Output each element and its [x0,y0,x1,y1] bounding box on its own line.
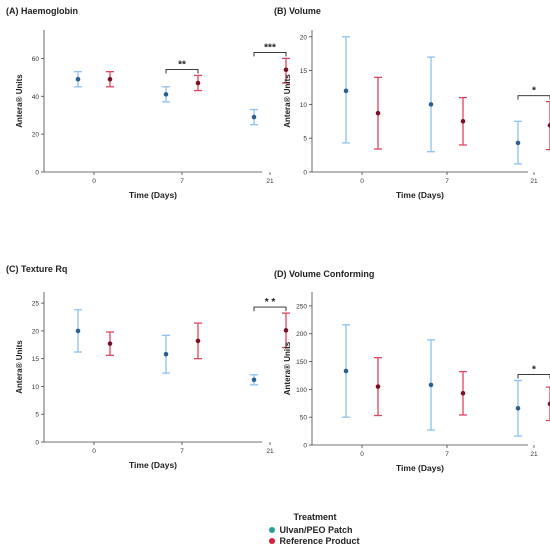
y-tick-label: 10 [32,384,40,391]
legend-swatch-reference [268,537,275,544]
y-tick-label: 5 [303,136,307,143]
y-tick-label: 20 [300,34,308,41]
legend-item-ulvan: Ulvan/PEO Patch [0,524,550,535]
significance-label: * [532,364,536,375]
y-tick-label: 0 [35,440,39,447]
mean-point [343,88,349,94]
y-tick-label: 50 [300,415,308,422]
y-tick-label: 15 [300,68,308,75]
mean-point [195,80,201,86]
y-axis-label: Antera® Units [15,74,24,128]
y-tick-label: 0 [303,443,307,450]
x-axis-label: Time (Days) [396,463,444,473]
chart-title: (A) Haemoglobin [6,6,78,16]
significance-bracket [517,95,550,100]
mean-point [163,351,169,357]
mean-point [375,110,381,116]
mean-point [547,123,550,128]
y-tick-label: 10 [300,102,308,109]
x-tick-label: 21 [530,178,538,185]
chart-title: (B) Volume [274,6,321,16]
significance-label: * [532,86,536,97]
mean-point [547,401,550,407]
mean-point [251,114,257,120]
legend: Treatment Ulvan/PEO Patch Reference Prod… [0,512,550,546]
mean-point [163,92,169,97]
mean-point [375,384,381,389]
y-axis-label: Antera® Units [15,340,24,394]
legend-label-ulvan: Ulvan/PEO Patch [279,524,353,535]
y-tick-label: 5 [35,412,39,419]
chart-panel-2: (C) Texture Rq 0 5 10 15 20 25 Antera® Units 0 7 2… [6,264,290,470]
x-tick-label: 7 [445,178,449,185]
mean-point [75,76,81,82]
x-tick-label: 21 [266,178,274,185]
y-tick-label: 60 [32,56,40,63]
mean-point [283,67,289,73]
mean-point [460,390,466,396]
x-tick-label: 21 [266,448,274,455]
legend-swatch-ulvan [268,526,275,533]
chart-title: (D) Volume Conforming [274,269,374,279]
y-tick-label: 25 [32,301,40,308]
x-axis-label: Time (Days) [129,190,177,200]
chart-panel-0: (A) Haemoglobin 0 20 40 60 Antera® Units 0 7 21 T… [6,6,290,200]
significance-bracket [165,68,199,74]
significance-bracket [253,51,287,57]
x-tick-label: 7 [445,451,449,458]
x-tick-label: 7 [180,448,184,455]
x-tick-label: 7 [180,178,184,185]
mean-point [195,338,201,344]
mean-point [343,368,349,374]
x-tick-label: 0 [360,178,364,185]
significance-bracket [253,306,287,312]
mean-point [251,377,257,383]
chart-panel-1: (B) Volume 0 5 10 15 20 Antera® Units 0 7 21 Time … [274,6,550,200]
mean-point [107,341,113,346]
y-tick-label: 250 [296,303,307,310]
mean-point [515,405,521,411]
y-axis-label: Antera® Units [283,74,292,128]
x-tick-label: 21 [530,451,538,458]
y-tick-label: 150 [296,359,307,366]
significance-label: ** [178,59,186,70]
y-tick-label: 20 [32,328,40,335]
y-tick-label: 20 [32,132,40,139]
legend-title: Treatment [293,512,337,522]
mean-point [515,140,521,146]
mean-point [107,76,113,82]
y-tick-label: 0 [35,170,39,177]
x-tick-label: 0 [92,178,96,185]
x-axis-label: Time (Days) [396,190,444,200]
y-tick-label: 100 [296,387,307,394]
legend-label-reference: Reference Product [279,535,360,546]
mean-point [428,382,434,388]
x-axis-label: Time (Days) [129,460,177,470]
y-tick-label: 0 [303,170,307,177]
y-axis-label: Antera® Units [283,341,292,395]
legend-item-reference: Reference Product [0,535,550,546]
mean-point [428,102,434,107]
x-tick-label: 0 [92,448,96,455]
x-tick-label: 0 [360,451,364,458]
chart-panel-3: (D) Volume Conforming 0 50 100 150 200 250 Ante… [274,269,550,473]
y-tick-label: 15 [32,356,40,363]
chart-title: (C) Texture Rq [6,264,67,274]
mean-point [75,328,81,334]
mean-point [460,118,466,124]
mean-point [283,328,289,333]
significance-label: *** [264,42,276,53]
significance-bracket [517,374,550,379]
y-tick-label: 40 [32,94,40,101]
significance-label: * * [265,297,276,308]
y-tick-label: 200 [296,331,307,338]
